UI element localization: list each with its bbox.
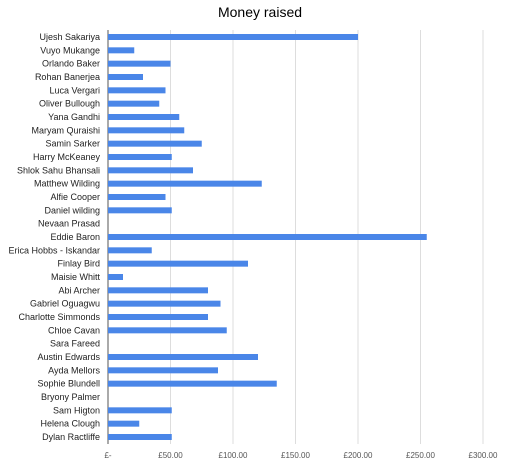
category-label: Gabriel Oguagwu [30,299,100,309]
category-label: Vuyo Mukange [40,45,100,55]
chart-title: Money raised [218,4,302,20]
bar [108,60,171,67]
bar [108,274,123,280]
category-label: Sara Fareed [50,339,100,349]
category-label: Nevaan Prasad [38,219,100,229]
bar [108,74,143,80]
bar [108,380,277,387]
category-label: Ujesh Sakariya [39,32,100,42]
x-tick-label: £- [104,451,111,460]
category-label: Maisie Whitt [51,272,101,282]
category-label: Eddie Baron [50,232,100,242]
bar [108,114,180,120]
category-label: Matthew Wilding [34,179,100,189]
bar [108,314,208,320]
category-label: Finlay Bird [57,259,100,269]
category-label: Oliver Bullough [39,99,100,109]
bar [108,287,208,294]
category-label: Bryony Palmer [41,392,100,402]
category-label: Erica Hobbs - Iskandar [8,245,100,255]
bar [108,407,172,414]
category-label: Austin Edwards [37,352,100,362]
bar [108,180,262,187]
category-label: Sophie Blundell [37,379,100,389]
category-label: Sam Higton [53,405,100,415]
bar [108,167,193,174]
x-tick-label: £250.00 [406,451,435,460]
x-tick-labels: £- £50.00 £100.00 £150.00 £200.00 £250.00 £300… [104,451,498,460]
bars [108,34,427,440]
bar [108,354,258,360]
category-labels: Ujesh Sakariya Vuyo Mukange Orlando Baker R… [8,32,100,442]
x-tick-label: £100.00 [219,451,248,460]
bar [108,260,248,267]
bar [108,194,166,200]
category-label: Dylan Ractliffe [42,432,100,442]
bar [108,247,152,254]
category-label: Charlotte Simmonds [18,312,100,322]
x-tick-label: £50.00 [158,451,183,460]
category-label: Abi Archer [58,285,100,295]
category-label: Samin Sarker [45,139,100,149]
category-label: Shlok Sahu Bhansali [17,165,100,175]
bar [108,234,427,240]
bar [108,100,160,107]
bar [108,367,218,374]
category-label: Helena Clough [40,419,100,429]
bar [108,87,166,94]
category-label: Alfie Cooper [50,192,100,202]
bar [108,154,172,160]
category-label: Harry McKeaney [33,152,101,162]
bar [108,420,140,427]
bar [108,47,135,54]
category-label: Ayda Mellors [48,365,100,375]
bar [108,327,227,334]
category-label: Rohan Banerjea [35,72,100,82]
bar [108,300,221,307]
bar [108,34,358,40]
category-label: Chloe Cavan [48,325,100,335]
bar [108,434,172,440]
x-tick-label: £200.00 [344,451,373,460]
category-label: Luca Vergari [49,85,100,95]
category-label: Yana Gandhi [48,112,100,122]
category-label: Daniel wilding [44,205,100,215]
bar [108,140,202,147]
category-label: Maryam Quraishi [31,125,100,135]
bar [108,127,185,134]
bar [108,207,172,214]
x-tick-label: £150.00 [281,451,310,460]
x-tick-label: £300.00 [469,451,498,460]
category-label: Orlando Baker [42,59,100,69]
